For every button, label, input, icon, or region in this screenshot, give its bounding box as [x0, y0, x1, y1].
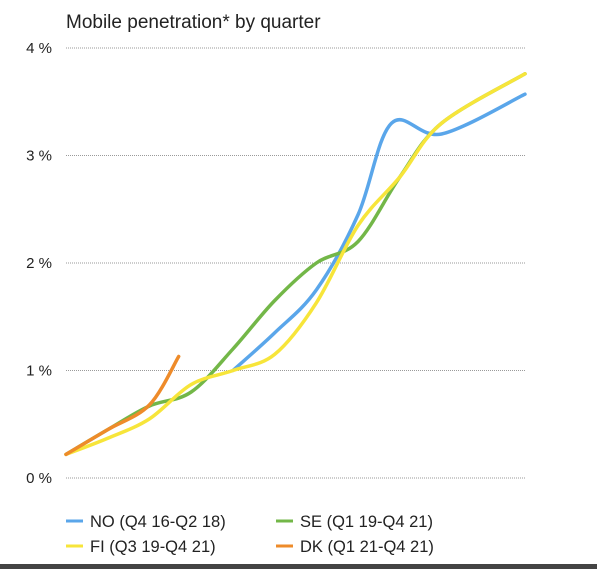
legend-label-se: SE (Q1 19-Q4 21)	[300, 513, 433, 531]
legend: NO (Q4 16-Q2 18) SE (Q1 19-Q4 21) FI (Q3 1…	[66, 513, 434, 556]
legend-label-fi: FI (Q3 19-Q4 21)	[90, 538, 216, 556]
y-tick-label: 2 %	[26, 255, 52, 272]
gridlines	[66, 47, 525, 479]
bottom-divider	[0, 564, 597, 569]
y-tick-label: 4 %	[26, 40, 52, 57]
legend-label-no: NO (Q4 16-Q2 18)	[90, 513, 226, 531]
legend-label-dk: DK (Q1 21-Q4 21)	[300, 538, 434, 556]
series-line-dk	[64, 354, 181, 457]
y-tick-label: 1 %	[26, 363, 52, 380]
y-tick-labels: 0 % 1 % 2 % 3 % 4 %	[26, 40, 52, 487]
series-lines	[64, 72, 527, 457]
series-line-fi	[64, 72, 527, 457]
y-tick-label: 3 %	[26, 148, 52, 165]
y-tick-label: 0 %	[26, 470, 52, 487]
chart-title: Mobile penetration* by quarter	[66, 12, 321, 33]
series-line-no	[231, 92, 527, 373]
